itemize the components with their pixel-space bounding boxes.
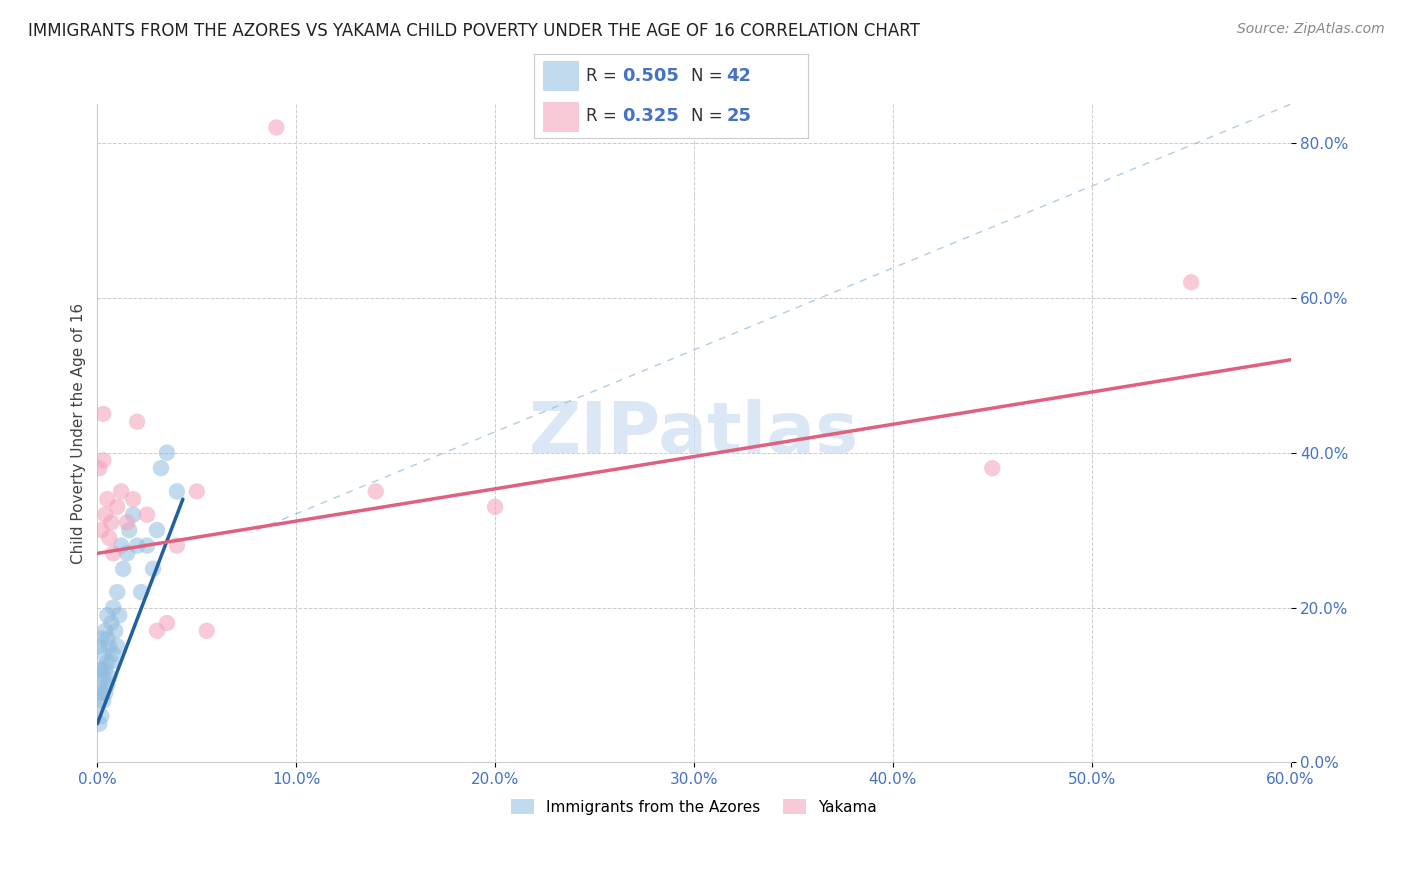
Point — [100, 615, 122, 630]
Point — [94, 686, 117, 700]
Point — [103, 546, 125, 560]
Point — [115, 516, 138, 530]
Point — [91, 407, 114, 421]
Point — [90, 686, 112, 700]
Point — [156, 445, 179, 459]
Point — [103, 600, 125, 615]
Point — [364, 484, 387, 499]
Point — [100, 655, 122, 669]
Point — [90, 663, 112, 677]
Point — [105, 585, 128, 599]
Point — [105, 500, 128, 514]
Point — [91, 647, 114, 661]
Point — [150, 461, 173, 475]
Point — [146, 523, 169, 537]
Point — [122, 508, 145, 522]
Point — [186, 484, 208, 499]
Point — [129, 585, 152, 599]
Text: ZIPatlas: ZIPatlas — [529, 399, 859, 467]
Point — [108, 608, 131, 623]
Point — [146, 624, 169, 638]
Point — [90, 632, 112, 646]
Point — [115, 546, 138, 560]
Point — [110, 484, 132, 499]
Point — [96, 492, 118, 507]
Point — [91, 670, 114, 684]
Point — [89, 663, 111, 677]
Point — [1180, 275, 1202, 289]
Point — [94, 663, 117, 677]
Text: IMMIGRANTS FROM THE AZORES VS YAKAMA CHILD POVERTY UNDER THE AGE OF 16 CORRELATI: IMMIGRANTS FROM THE AZORES VS YAKAMA CHI… — [28, 22, 920, 40]
Point — [195, 624, 218, 638]
Point — [94, 624, 117, 638]
Point — [98, 670, 121, 684]
Point — [103, 647, 125, 661]
Point — [112, 562, 135, 576]
Point — [127, 539, 149, 553]
Point — [96, 632, 118, 646]
Point — [94, 508, 117, 522]
Text: 0.505: 0.505 — [621, 67, 679, 85]
Point — [90, 709, 112, 723]
Text: 0.325: 0.325 — [621, 107, 679, 125]
Point — [89, 640, 111, 654]
Text: 25: 25 — [725, 107, 751, 125]
Text: N =: N = — [690, 107, 727, 125]
Point — [89, 678, 111, 692]
Point — [89, 716, 111, 731]
Point — [104, 624, 127, 638]
Y-axis label: Child Poverty Under the Age of 16: Child Poverty Under the Age of 16 — [72, 302, 86, 564]
Point — [166, 539, 188, 553]
Point — [484, 500, 506, 514]
Legend: Immigrants from the Azores, Yakama: Immigrants from the Azores, Yakama — [505, 793, 883, 821]
Point — [91, 693, 114, 707]
Bar — [543, 102, 578, 130]
Text: R =: R = — [586, 107, 623, 125]
Point — [166, 484, 188, 499]
Point — [136, 508, 159, 522]
Point — [96, 678, 118, 692]
Point — [98, 531, 121, 545]
Text: R =: R = — [586, 67, 623, 85]
Point — [98, 640, 121, 654]
Bar — [543, 62, 578, 90]
Point — [981, 461, 1004, 475]
Point — [136, 539, 159, 553]
Point — [266, 120, 288, 135]
Text: N =: N = — [690, 67, 727, 85]
Point — [110, 539, 132, 553]
Point — [100, 516, 122, 530]
Text: Source: ZipAtlas.com: Source: ZipAtlas.com — [1237, 22, 1385, 37]
Point — [105, 640, 128, 654]
Point — [89, 461, 111, 475]
Point — [142, 562, 165, 576]
Point — [156, 615, 179, 630]
Text: 42: 42 — [725, 67, 751, 85]
Point — [96, 608, 118, 623]
Point — [89, 693, 111, 707]
Point — [127, 415, 149, 429]
Point — [118, 523, 141, 537]
Point — [96, 655, 118, 669]
Point — [122, 492, 145, 507]
Point — [90, 523, 112, 537]
Point — [91, 453, 114, 467]
